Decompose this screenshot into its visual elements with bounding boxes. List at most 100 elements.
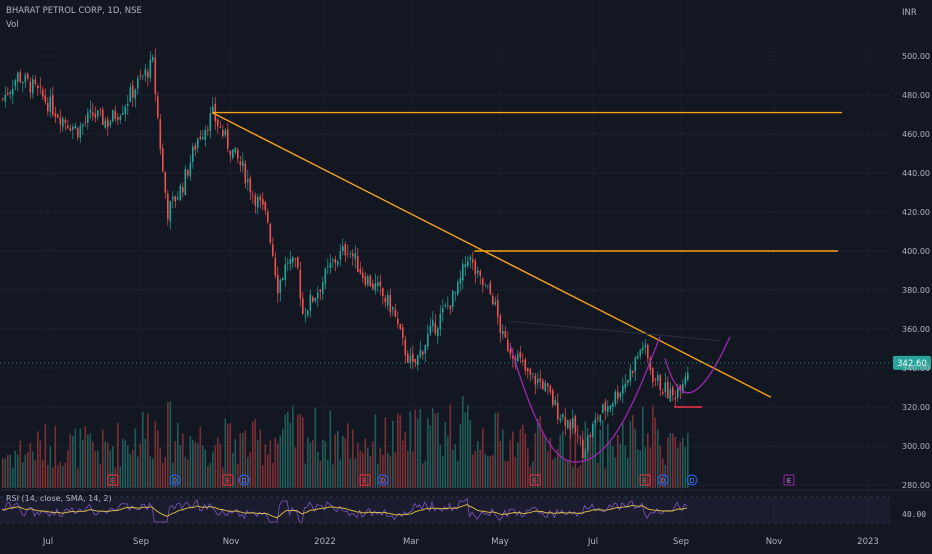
candle-body (622, 385, 624, 394)
candle-body (332, 259, 334, 261)
volume-bar (59, 462, 62, 488)
volume-bar (379, 447, 382, 488)
candle-body (89, 109, 92, 113)
candle-body (179, 185, 182, 201)
volume-bar (137, 456, 139, 488)
volume-bar (649, 447, 652, 488)
candle-body (329, 263, 332, 268)
volume-label[interactable]: Vol (6, 20, 19, 30)
time-axis[interactable]: Jul Sep Nov 2022 Mar May Jul Sep Nov 2023 (42, 537, 879, 547)
volume-bar (482, 428, 484, 488)
candle-body (207, 130, 209, 131)
symbol-title[interactable]: BHARAT PETROL CORP, 1D, NSE (6, 6, 142, 16)
candle-body (269, 223, 272, 243)
volume-bar (407, 450, 409, 488)
volume-bar (394, 452, 397, 488)
candle-body (497, 300, 499, 317)
volume-bar (364, 438, 367, 488)
candle-body (157, 96, 159, 118)
volume-bar (162, 462, 164, 488)
volume-bar (444, 421, 447, 488)
candle-body (619, 392, 622, 398)
volume-bar (287, 411, 289, 488)
candle-body (187, 170, 189, 176)
candle-body (387, 294, 389, 306)
volume-bar (282, 428, 284, 488)
candle-body (29, 81, 32, 93)
candle-body (439, 313, 442, 330)
candle-body (24, 74, 27, 83)
rsi-label[interactable]: RSI (14, close, SMA, 14, 2) (6, 494, 112, 503)
volume-bar (622, 423, 624, 488)
volume-bar (392, 420, 394, 488)
volume-bar (447, 436, 449, 488)
candle-body (477, 270, 479, 273)
candle-body (189, 162, 192, 177)
volume-bar (357, 442, 359, 488)
candle-body (474, 260, 477, 275)
volume-bar (142, 411, 144, 488)
volume-bar (337, 430, 339, 488)
volume-bar (234, 439, 237, 488)
event-markers[interactable]: E E E E E ED D D D D (107, 474, 795, 486)
candle-body (197, 138, 199, 148)
candle-body (274, 258, 277, 276)
candle-body (44, 95, 47, 103)
candle-body (154, 57, 157, 94)
candle-body (522, 360, 524, 362)
candle-body (297, 257, 299, 268)
volume-bar (467, 405, 469, 488)
candle-body (607, 406, 609, 413)
candle-body (144, 69, 147, 76)
volume-bar (189, 436, 192, 488)
volume-bar (89, 433, 92, 488)
candle-body (92, 112, 94, 116)
volume-bar (307, 437, 309, 488)
x-tick-label: Sep (673, 537, 689, 547)
candle-body (682, 383, 684, 393)
volume-bar (657, 429, 659, 488)
candle-body (209, 113, 212, 131)
candle-body (429, 325, 432, 334)
candle-body (67, 125, 69, 129)
volume-bar (572, 466, 574, 488)
volume-bar (344, 438, 347, 488)
x-tick-label: Nov (223, 537, 240, 547)
candle-body (252, 193, 254, 195)
price-axis[interactable]: 500.00 480.00 460.00 440.00 420.00 400.00 380.… (902, 52, 930, 490)
volume-bar (339, 459, 342, 488)
candle-body (524, 359, 527, 371)
volume-bar (439, 444, 442, 488)
volume-bar (14, 451, 17, 488)
volume-bar (429, 425, 432, 488)
candle-body (462, 264, 464, 281)
drawings[interactable]: 342.60 (0, 111, 931, 463)
rsi-pane[interactable] (0, 489, 932, 524)
volume-bar (549, 437, 552, 488)
candle-body (307, 310, 309, 315)
volume-bar (217, 437, 219, 488)
volume-bar (409, 411, 412, 488)
candle-body (544, 382, 547, 392)
candle-body (162, 148, 164, 172)
volume-bar (559, 434, 562, 488)
volume-bar (449, 404, 452, 488)
volume-bar (212, 451, 214, 488)
candle-body (624, 383, 627, 388)
volume-bar (187, 459, 189, 488)
volume-bar (62, 466, 64, 488)
candle-body (354, 253, 357, 260)
candle-body (139, 75, 142, 77)
candle-body (572, 417, 574, 429)
candle-body (652, 368, 654, 382)
candle-body (257, 197, 259, 208)
currency-label: INR (902, 8, 917, 18)
volume-bar (259, 429, 262, 488)
volume-bar (464, 412, 467, 488)
candle-body (657, 375, 659, 381)
candle-body (687, 372, 689, 380)
volume-bar (347, 423, 349, 488)
volume-bar (369, 455, 372, 488)
